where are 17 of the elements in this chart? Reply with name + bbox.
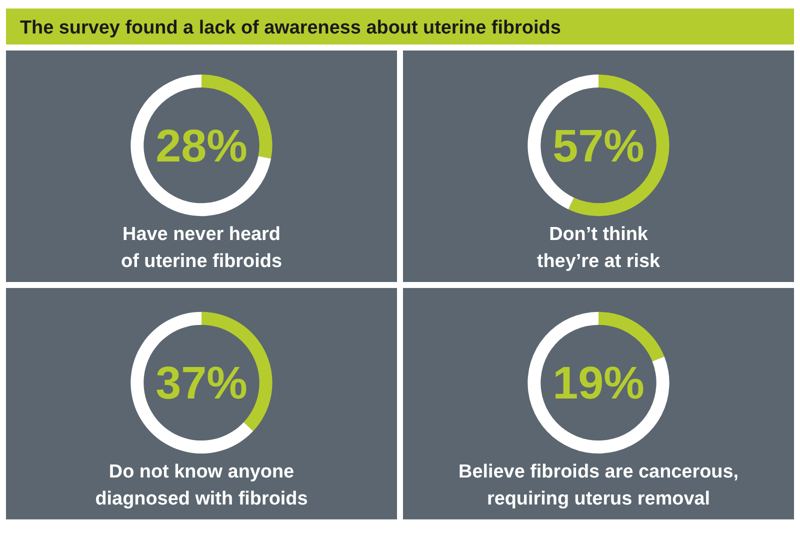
data-label: 37%	[156, 356, 248, 409]
data-label: 57%	[552, 119, 644, 172]
donut-slice	[130, 312, 254, 454]
donut-slice	[130, 74, 272, 216]
text: of uterine fibroids	[121, 250, 282, 272]
text: Do not know anyone	[108, 461, 294, 482]
data-label: 19%	[552, 356, 644, 409]
text: they’re at risk	[536, 250, 661, 272]
text: Don’t think	[549, 224, 648, 246]
donut-slice	[598, 312, 664, 362]
text: requiring uterus removal	[486, 488, 710, 510]
text: diagnosed with fibroids	[95, 488, 308, 510]
donut-slice	[528, 312, 670, 454]
text: Have never heard	[122, 224, 280, 246]
data-label: 28%	[156, 119, 248, 172]
text: Believe fibroids are cancerous,	[458, 461, 738, 482]
chart-title: The survey found a lack of awareness about uterine fibroids	[20, 18, 561, 39]
